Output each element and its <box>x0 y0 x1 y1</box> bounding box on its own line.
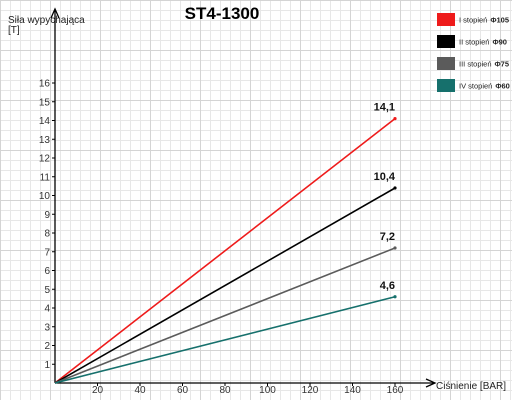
data-label-2: 10,4 <box>374 171 396 183</box>
series-line-1 <box>54 117 396 384</box>
y-tick-label: 7 <box>44 247 50 258</box>
x-tick-label: 160 <box>387 385 404 396</box>
series-line-4 <box>54 295 396 384</box>
series-end-point-2 <box>393 186 397 190</box>
x-tick-label: 80 <box>219 385 231 396</box>
y-tick-label: 13 <box>39 135 51 146</box>
y-tick-label: 16 <box>39 79 51 90</box>
x-tick-label: 60 <box>177 385 189 396</box>
y-tick-label: 4 <box>44 304 50 315</box>
series-line-2 <box>54 187 396 384</box>
x-axis-label: Ciśnienie [BAR] <box>436 381 506 392</box>
y-tick-label: 5 <box>44 285 50 296</box>
legend-swatch-4 <box>437 79 455 92</box>
legend-entry-2: II stopień Φ90 <box>459 38 507 47</box>
x-tick-label: 120 <box>302 385 319 396</box>
legend: I stopień Φ105 II stopień Φ90 III stopień Φ75… <box>437 13 510 92</box>
x-tick-label: 100 <box>259 385 276 396</box>
legend-series-name: IV stopień <box>459 82 492 91</box>
y-axis-label-line1: Siła wypychająca <box>8 15 85 26</box>
legend-series-diameter: Φ75 <box>495 60 510 69</box>
y-tick-label: 12 <box>39 154 51 165</box>
data-label-3: 7,2 <box>380 231 395 243</box>
legend-series-name: III stopień <box>459 60 492 69</box>
legend-series-diameter: Φ60 <box>495 82 510 91</box>
chart-title: ST4-1300 <box>185 4 260 23</box>
y-tick-label: 6 <box>44 266 50 277</box>
axes <box>50 7 437 388</box>
y-tick-label: 14 <box>39 116 51 127</box>
data-label-1: 14,1 <box>374 102 395 114</box>
x-axis-arrow <box>425 378 437 388</box>
data-label-4: 4,6 <box>380 280 395 292</box>
y-tick-label: 15 <box>39 97 51 108</box>
series-lines: 14,1 10,4 7,2 4,6 <box>54 102 397 384</box>
legend-series-diameter: Φ105 <box>490 16 509 25</box>
series-end-point-4 <box>393 295 397 299</box>
y-tick-label: 1 <box>44 360 50 371</box>
y-axis-arrow <box>50 7 60 19</box>
legend-series-diameter: Φ90 <box>492 38 507 47</box>
series-end-point-3 <box>393 246 397 250</box>
y-tick-label: 8 <box>44 229 50 240</box>
y-tick-label: 10 <box>39 191 51 202</box>
y-tick-label: 9 <box>44 210 50 221</box>
legend-entry-1: I stopień Φ105 <box>459 16 509 25</box>
legend-swatch-2 <box>437 35 455 48</box>
x-tick-label: 40 <box>134 385 146 396</box>
y-tick-label: 11 <box>40 172 51 183</box>
legend-swatch-3 <box>437 57 455 70</box>
y-tick-label: 2 <box>44 341 50 352</box>
series-line-3 <box>54 247 396 384</box>
legend-entry-3: III stopień Φ75 <box>459 60 509 69</box>
y-axis-label-line2: [T] <box>8 25 20 36</box>
legend-series-name: II stopień <box>459 38 489 47</box>
series-end-point-1 <box>393 117 397 121</box>
y-tick-label: 3 <box>44 322 50 333</box>
legend-swatch-1 <box>437 13 455 26</box>
legend-series-name: I stopień <box>459 16 487 25</box>
legend-entry-4: IV stopień Φ60 <box>459 82 510 91</box>
x-tick-label: 20 <box>92 385 104 396</box>
x-tick-label: 140 <box>344 385 361 396</box>
